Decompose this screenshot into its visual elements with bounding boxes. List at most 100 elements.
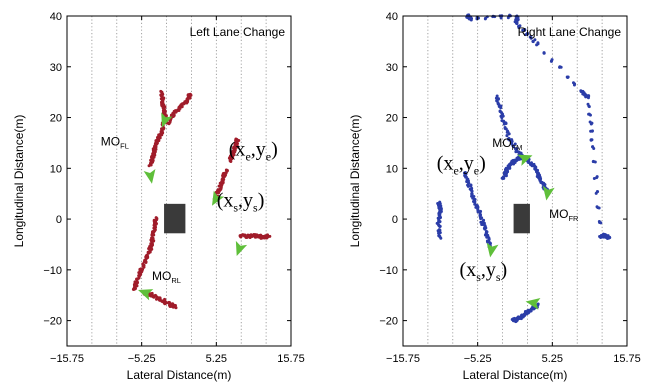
y-tick-label: 40: [386, 11, 398, 23]
data-point: [539, 181, 543, 185]
object-label-sub: RL: [171, 276, 181, 285]
ego-vehicle: [164, 203, 186, 234]
y-tick-label: 10: [386, 163, 398, 175]
y-tick-label: 20: [50, 113, 62, 125]
direction-arrow: [211, 190, 225, 206]
data-point: [469, 183, 473, 187]
data-point: [435, 221, 439, 225]
data-point: [531, 40, 535, 44]
data-point: [132, 283, 136, 287]
y-tick-label: 0: [392, 214, 398, 226]
plot-area: [67, 16, 291, 346]
x-tick-label: −5.25: [128, 353, 156, 365]
coordinate-sub: s: [476, 270, 481, 284]
data-point: [558, 65, 562, 69]
direction-arrow: [138, 289, 154, 301]
data-point: [150, 233, 154, 237]
coordinate-label: (xe,ye): [437, 152, 486, 177]
direction-arrow: [235, 240, 248, 257]
data-point: [592, 177, 596, 181]
coordinate-label: (xe,ye): [229, 139, 278, 164]
data-point: [512, 316, 516, 320]
data-point: [169, 302, 173, 306]
data-point: [466, 177, 470, 181]
y-tick-label: 0: [56, 214, 62, 226]
coordinate-text: ,y: [459, 152, 474, 174]
data-point: [586, 94, 590, 98]
data-point: [437, 232, 441, 236]
data-point: [605, 237, 609, 241]
x-tick-label: −5.25: [464, 353, 492, 365]
data-point: [154, 294, 158, 298]
data-point: [496, 97, 500, 101]
coordinate-text: (x: [437, 152, 454, 174]
coordinate-label: (xs,ys): [460, 259, 508, 284]
data-point: [159, 94, 163, 98]
object-label-base: MO: [152, 269, 171, 283]
data-point: [587, 112, 591, 116]
x-tick-label: 5.25: [542, 353, 563, 365]
data-point: [154, 146, 158, 150]
data-point: [500, 116, 504, 120]
x-tick-label: −15.75: [50, 353, 84, 365]
coordinate-text: (x: [460, 259, 477, 281]
data-point: [469, 18, 473, 22]
left-lane-change-panel: MOFLMORL(xe,ye)(xs,ys)−20−10010203040−15…: [12, 11, 305, 382]
data-point: [158, 296, 162, 300]
data-point: [164, 301, 168, 305]
data-point: [473, 197, 477, 201]
data-point: [593, 160, 597, 164]
plot-area: [403, 16, 627, 346]
coordinate-text: ,y: [251, 139, 266, 161]
data-point: [566, 76, 570, 80]
coordinate-text: (x: [217, 189, 234, 211]
data-point: [500, 119, 504, 123]
data-point: [437, 217, 441, 221]
data-point: [439, 236, 443, 240]
y-axis-label: Longitudinal Distance(m): [348, 115, 362, 248]
chart-title: Right Lane Change: [518, 25, 622, 39]
data-point: [157, 133, 161, 137]
coordinate-text: (x: [229, 139, 246, 161]
data-point: [480, 223, 484, 227]
coordinate-sub: e: [266, 150, 271, 164]
data-point: [517, 24, 521, 28]
coordinate-label: (xs,ys): [217, 189, 265, 214]
data-point: [265, 234, 269, 238]
y-tick-label: 10: [50, 163, 62, 175]
object-label: MOFR: [549, 207, 579, 223]
x-axis-label: Lateral Distance(m): [127, 368, 232, 382]
data-point: [496, 101, 500, 105]
data-point: [534, 165, 538, 169]
coordinate-sub: e: [245, 150, 250, 164]
x-tick-label: 15.75: [277, 353, 305, 365]
coordinate-text: ): [479, 152, 486, 174]
y-tick-label: 20: [386, 113, 398, 125]
y-tick-label: −20: [379, 316, 398, 328]
data-point: [149, 163, 153, 167]
data-point: [173, 304, 177, 308]
x-axis-label: Lateral Distance(m): [463, 368, 568, 382]
data-point: [221, 177, 225, 181]
data-point: [513, 142, 517, 146]
data-point: [497, 104, 501, 108]
axes-frame: [66, 15, 292, 347]
data-point: [471, 200, 475, 204]
data-point: [471, 196, 475, 200]
ego-vehicle: [513, 203, 530, 234]
object-label-sub: FR: [568, 214, 579, 223]
data-point: [504, 121, 508, 125]
y-tick-label: −10: [379, 265, 398, 277]
data-point: [470, 190, 474, 194]
data-point: [550, 58, 554, 62]
y-tick-label: 30: [386, 62, 398, 74]
data-point: [268, 234, 272, 238]
data-point: [483, 227, 487, 231]
data-point: [597, 206, 601, 210]
data-point: [591, 145, 595, 149]
data-point: [482, 218, 486, 222]
direction-arrow: [486, 242, 499, 258]
data-point: [526, 160, 530, 164]
right-lane-change-panel: MOFMMOFR(xe,ye)(xs,ys)−20−10010203040−15…: [348, 11, 641, 382]
data-point: [485, 230, 489, 234]
